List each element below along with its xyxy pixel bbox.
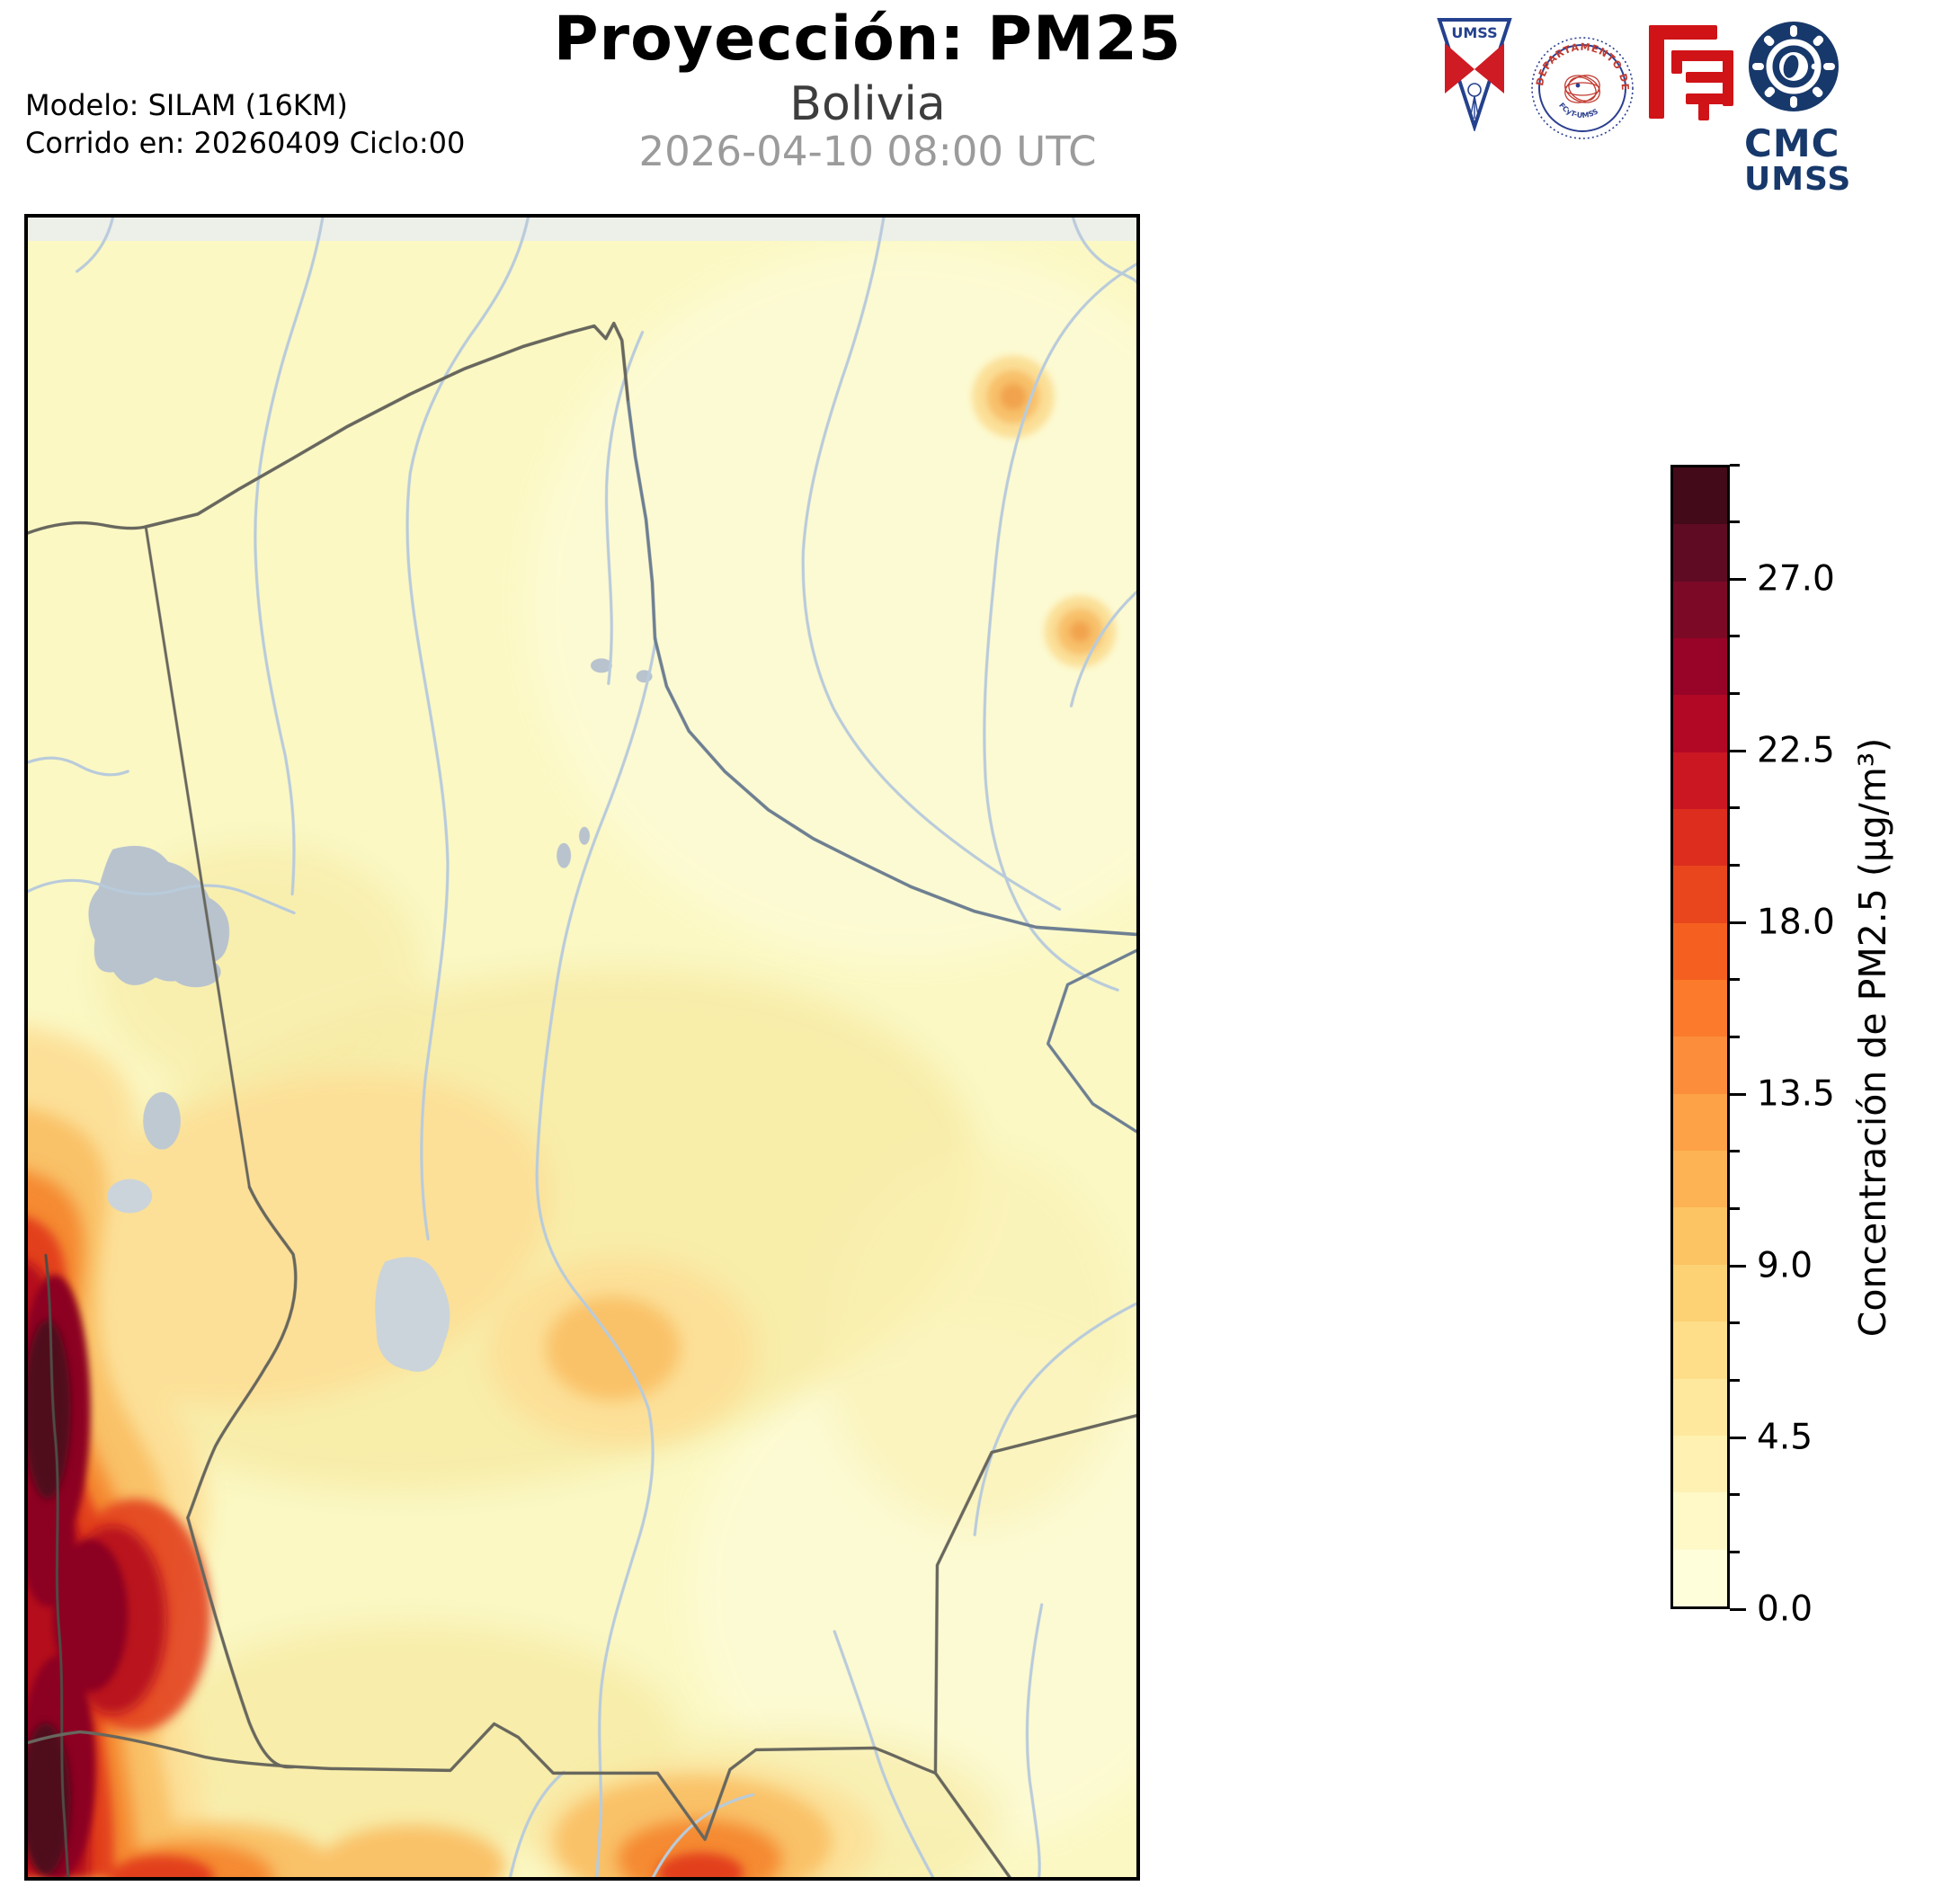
colorbar-band — [1673, 1093, 1727, 1152]
colorbar-major-tick — [1730, 1264, 1746, 1268]
colorbar-band — [1673, 809, 1727, 867]
model-run: Corrido en: 20260409 Ciclo:00 — [25, 126, 466, 160]
cmc-logo — [1749, 22, 1839, 111]
country-borders — [28, 321, 1136, 1877]
border-paraguay-ne — [933, 1413, 1136, 1775]
colorbar-minor-tick — [1730, 864, 1740, 867]
colorbar-minor-tick — [1730, 520, 1740, 524]
cmc-text: CMC UMSS — [1744, 121, 1888, 198]
fcyt-glyph — [1649, 25, 1733, 120]
colorbar-minor-tick — [1730, 978, 1740, 982]
colorbar-band — [1673, 866, 1727, 923]
small-lake — [557, 842, 572, 868]
colorbar-major-tick — [1730, 1092, 1746, 1096]
colorbar-minor-tick — [1730, 635, 1740, 638]
colorbar-band — [1673, 980, 1727, 1037]
colorbar-tick-label: 27.0 — [1757, 558, 1835, 600]
small-lake — [579, 826, 590, 845]
colorbar-band — [1673, 1264, 1727, 1322]
colorbar-band — [1673, 1378, 1727, 1436]
colorbar-minor-tick — [1730, 1206, 1740, 1210]
water-bodies — [88, 658, 653, 1372]
lake-titicaca-minor — [170, 956, 221, 988]
border-peru-line — [144, 525, 251, 1188]
lake-titicaca — [88, 845, 230, 985]
seal-sphere-icon — [1564, 75, 1600, 103]
colorbar-band — [1673, 638, 1727, 696]
border-coast — [44, 1253, 70, 1877]
small-lake — [590, 658, 612, 673]
colorbar-band — [1673, 1151, 1727, 1208]
colorbar-band — [1673, 1549, 1727, 1606]
pm25-concentration-map — [28, 218, 1136, 1877]
salar-coipasa — [107, 1179, 153, 1214]
colorbar: 0.0 4.5 9.0 13.5 18.0 22.5 27.0 — [1670, 463, 1940, 1630]
forecast-datetime: 2026-04-10 08:00 UTC — [638, 128, 1097, 175]
colorbar-tick-label: 4.5 — [1757, 1417, 1813, 1458]
border-argentina-paraguay — [28, 1722, 1011, 1877]
colorbar-minor-tick — [1730, 1550, 1740, 1553]
colorbar-band — [1673, 1435, 1727, 1493]
fcyt-logo — [1649, 25, 1733, 120]
cmc-title: CMC — [1744, 121, 1840, 165]
colorbar-ticks: 0.0 4.5 9.0 13.5 18.0 22.5 27.0 — [1670, 463, 1940, 1630]
colorbar-tick-label: 18.0 — [1757, 902, 1835, 943]
colorbar-band — [1673, 524, 1727, 582]
colorbar-band — [1673, 581, 1727, 639]
umss-pennant-text: UMSS — [1451, 24, 1497, 41]
cmc-subtitle: UMSS — [1744, 161, 1852, 198]
border-peru-north — [28, 520, 147, 535]
border-lake-south — [186, 1185, 298, 1519]
colorbar-band — [1673, 467, 1727, 525]
model-name: Modelo: SILAM (16KM) — [25, 88, 348, 122]
map-subtitle: Bolivia — [789, 77, 946, 131]
colorbar-tick-label: 9.0 — [1757, 1245, 1813, 1286]
colorbar-band — [1673, 1037, 1727, 1094]
umss-pennant-logo: UMSS — [1437, 18, 1512, 131]
border-east-notch — [1046, 948, 1136, 1134]
colorbar-minor-tick — [1730, 1321, 1740, 1325]
colorbar-band — [1673, 1321, 1727, 1379]
colorbar-band — [1673, 1207, 1727, 1265]
colorbar-band — [1673, 752, 1727, 810]
colorbar-axis-label: Concentración de PM2.5 (µg/m³) — [1851, 737, 1894, 1338]
logo-row: UMSS DEPARTAMENTO DE FÍSICA FCyT-UMSS — [1428, 11, 1936, 198]
colorbar-major-tick — [1730, 1607, 1746, 1611]
lake-poopo — [143, 1091, 181, 1150]
colorbar-major-tick — [1730, 577, 1746, 581]
colorbar-tick-label: 0.0 — [1757, 1588, 1813, 1630]
colorbar-major-tick — [1730, 1436, 1746, 1439]
colorbar-minor-tick — [1730, 463, 1740, 467]
colorbar-minor-tick — [1730, 806, 1740, 810]
colorbar-tick-label: 22.5 — [1757, 730, 1835, 771]
colorbar-minor-tick — [1730, 1036, 1740, 1038]
border-brazil-north — [144, 321, 630, 529]
colorbar-major-tick — [1730, 749, 1746, 752]
colorbar-minor-tick — [1730, 1493, 1740, 1497]
page-title: Proyección: PM25 — [553, 4, 1182, 75]
fisica-seal-logo: DEPARTAMENTO DE FÍSICA FCyT-UMSS — [1528, 34, 1634, 139]
map-panel — [24, 214, 1140, 1881]
model-info: Modelo: SILAM (16KM) Corrido en: 2026040… — [25, 86, 465, 162]
colorbar-bands — [1670, 465, 1730, 1609]
contour-level8 — [28, 1320, 71, 1875]
colorbar-band — [1673, 1492, 1727, 1550]
border-brazil-river — [626, 400, 1136, 937]
colorbar-band — [1673, 695, 1727, 752]
map-top-strip — [28, 218, 1136, 241]
colorbar-minor-tick — [1730, 1378, 1740, 1382]
colorbar-minor-tick — [1730, 692, 1740, 696]
colorbar-tick-label: 13.5 — [1757, 1073, 1835, 1115]
salar-uyuni — [375, 1257, 450, 1372]
colorbar-minor-tick — [1730, 1150, 1740, 1153]
colorbar-major-tick — [1730, 921, 1746, 924]
colorbar-band — [1673, 922, 1727, 981]
cmc-aperture-icon — [1752, 25, 1835, 108]
